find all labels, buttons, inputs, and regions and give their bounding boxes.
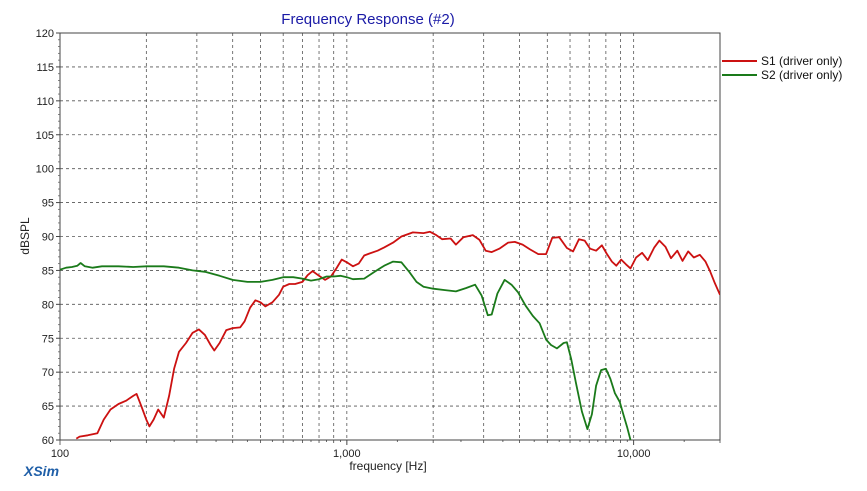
y-tick-labels: 60 65 70 75 80 85 90 95 100 105 110 115 120 [36, 28, 54, 447]
y-tick-label: 110 [36, 96, 54, 108]
tick-marks [56, 32, 721, 445]
y-tick-label: 95 [42, 198, 54, 210]
y-tick-label: 75 [42, 333, 54, 345]
x-tick-label: 100 [51, 448, 69, 460]
series-line-s1 [75, 230, 720, 440]
x-tick-labels: 100 1,000 10,000 [51, 448, 651, 460]
legend-label-s1: S1 (driver only) [761, 54, 842, 68]
y-axis-label: dBSPL [18, 217, 32, 255]
series-line-s2 [60, 260, 632, 440]
legend: S1 (driver only) S2 (driver only) [722, 54, 842, 82]
y-tick-label: 115 [36, 62, 54, 74]
y-tick-label: 70 [42, 367, 54, 379]
y-tick-label: 90 [42, 232, 54, 244]
x-tick-label: 10,000 [617, 448, 651, 460]
y-tick-label: 60 [42, 435, 54, 447]
x-tick-label: 1,000 [333, 448, 361, 460]
xsim-logo-text: XSim [23, 463, 59, 479]
grid [60, 33, 720, 440]
y-tick-label: 120 [36, 28, 54, 40]
x-axis-label: frequency [Hz] [349, 459, 426, 473]
y-tick-label: 65 [42, 401, 54, 413]
y-tick-label: 80 [42, 299, 54, 311]
y-tick-label: 100 [36, 164, 54, 176]
legend-label-s2: S2 (driver only) [761, 68, 842, 82]
series-lines [60, 230, 720, 440]
y-tick-label: 105 [36, 130, 54, 142]
chart-title: Frequency Response (#2) [281, 11, 454, 28]
y-tick-label: 85 [42, 265, 54, 277]
